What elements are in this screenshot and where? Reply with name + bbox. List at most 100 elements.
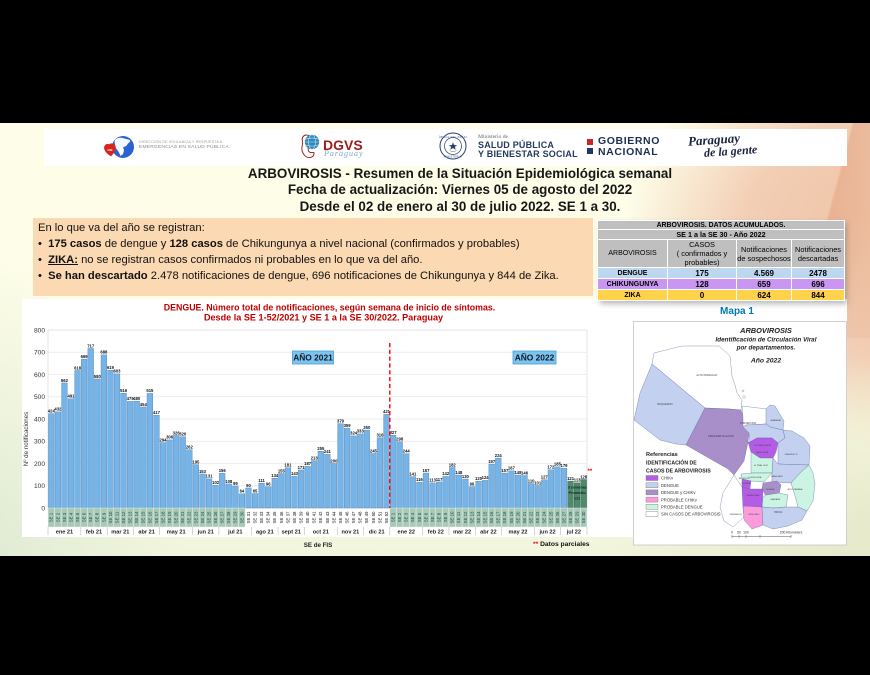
- svg-text:SE 7: SE 7: [430, 512, 435, 522]
- svg-text:CIE: CIE: [107, 148, 112, 152]
- svg-text:113: 113: [429, 478, 436, 483]
- svg-text:CORDILLERA: CORDILLERA: [749, 476, 762, 479]
- svg-text:SE 30: SE 30: [581, 511, 586, 524]
- svg-text:142: 142: [442, 471, 450, 476]
- svg-text:432: 432: [54, 407, 62, 412]
- svg-text:AMAMBAY: AMAMBAY: [771, 419, 782, 422]
- svg-text:324: 324: [350, 431, 358, 436]
- svg-text:SE 35: SE 35: [272, 511, 277, 524]
- svg-text:SE 17: SE 17: [154, 511, 159, 524]
- svg-text:SE 14: SE 14: [134, 511, 139, 524]
- svg-text:SE 4: SE 4: [68, 512, 73, 522]
- svg-text:454: 454: [140, 402, 148, 407]
- svg-text:379: 379: [337, 418, 345, 423]
- svg-text:128: 128: [580, 474, 588, 479]
- svg-text:90: 90: [246, 483, 251, 488]
- svg-text:SE de FIS: SE de FIS: [304, 542, 333, 549]
- svg-text:SE 51: SE 51: [377, 511, 382, 524]
- svg-text:SE 21: SE 21: [180, 511, 185, 524]
- svg-text:sept 21: sept 21: [282, 530, 301, 536]
- svg-text:jul 22: jul 22: [566, 530, 581, 536]
- svg-text:480: 480: [133, 396, 141, 401]
- svg-text:0: 0: [731, 531, 733, 535]
- svg-text:148: 148: [455, 470, 463, 475]
- svg-text:350: 350: [363, 425, 371, 430]
- svg-text:SE 2: SE 2: [397, 512, 402, 522]
- svg-text:SE 3: SE 3: [404, 512, 409, 522]
- svg-text:SE 46: SE 46: [344, 511, 349, 524]
- svg-text:nov 21: nov 21: [342, 530, 360, 536]
- svg-text:SE 8: SE 8: [437, 512, 442, 522]
- svg-text:ALTO PARANA: ALTO PARANA: [788, 488, 803, 491]
- svg-text:SE 29: SE 29: [233, 511, 238, 524]
- svg-text:327: 327: [390, 430, 398, 435]
- svg-text:99: 99: [233, 481, 238, 486]
- svg-text:421: 421: [383, 409, 391, 414]
- svg-text:Desde la SE 1-52/2021 y SE 1 a: Desde la SE 1-52/2021 y SE 1 a la SE 30/…: [204, 313, 444, 323]
- svg-text:172: 172: [547, 465, 555, 470]
- svg-text:244: 244: [403, 449, 411, 454]
- svg-text:113: 113: [574, 478, 581, 483]
- svg-text:167: 167: [508, 466, 516, 471]
- svg-text:A. PNAL NORTE: A. PNAL NORTE: [755, 444, 772, 447]
- svg-text:por departamentos.: por departamentos.: [736, 345, 796, 352]
- svg-text:SE 52: SE 52: [384, 511, 389, 524]
- svg-text:100: 100: [743, 531, 749, 535]
- svg-text:516: 516: [120, 388, 128, 393]
- svg-text:jun 22: jun 22: [538, 530, 555, 536]
- svg-text:245: 245: [370, 448, 378, 453]
- svg-text:SE 28: SE 28: [568, 511, 573, 524]
- svg-text:100: 100: [34, 483, 45, 490]
- svg-text:3 semanas: 3 semanas: [568, 486, 587, 490]
- svg-text:SE 30: SE 30: [239, 511, 244, 524]
- svg-text:SE 6: SE 6: [82, 512, 87, 522]
- svg-text:dic 21: dic 21: [369, 530, 385, 536]
- svg-text:141: 141: [409, 471, 417, 476]
- svg-text:187: 187: [304, 461, 312, 466]
- svg-text:SE 19: SE 19: [167, 511, 172, 524]
- svg-text:SE 28: SE 28: [226, 511, 231, 524]
- svg-text:116: 116: [416, 477, 423, 482]
- svg-text:ene 21: ene 21: [56, 530, 73, 536]
- svg-text:143: 143: [291, 471, 299, 476]
- svg-text:Año 2022: Año 2022: [750, 358, 781, 365]
- svg-text:ARBOVIROSIS: ARBOVIROSIS: [739, 326, 792, 335]
- svg-text:688: 688: [100, 350, 108, 355]
- svg-text:NEEMBUCU: NEEMBUCU: [730, 514, 743, 516]
- svg-text:298: 298: [396, 437, 404, 442]
- svg-text:SE 48: SE 48: [358, 511, 363, 524]
- svg-text:491: 491: [68, 394, 76, 399]
- svg-text:108: 108: [225, 479, 233, 484]
- svg-text:500: 500: [34, 394, 45, 401]
- svg-text:179: 179: [560, 463, 568, 468]
- svg-text:SE 25: SE 25: [206, 511, 211, 524]
- svg-text:156: 156: [219, 468, 227, 473]
- svg-text:SE 49: SE 49: [364, 511, 369, 524]
- svg-text:600: 600: [34, 372, 45, 379]
- svg-text:PRESIDENTE HAYES: PRESIDENTE HAYES: [708, 434, 734, 438]
- svg-text:479: 479: [127, 396, 135, 401]
- svg-text:SE 25: SE 25: [548, 511, 553, 524]
- svg-text:359: 359: [344, 423, 352, 428]
- svg-text:SE 26: SE 26: [555, 511, 560, 524]
- svg-text:SE 29: SE 29: [575, 511, 580, 524]
- svg-text:SE 45: SE 45: [338, 511, 343, 524]
- svg-text:200: 200: [34, 461, 45, 468]
- svg-text:MISIONES: MISIONES: [749, 514, 760, 516]
- svg-text:SE 23: SE 23: [535, 511, 540, 524]
- svg-text:SE 42: SE 42: [318, 511, 323, 524]
- svg-text:50: 50: [737, 531, 741, 535]
- svg-text:SE 9: SE 9: [443, 512, 448, 522]
- svg-text:134: 134: [271, 473, 279, 478]
- svg-text:111: 111: [258, 478, 265, 483]
- svg-text:ago 21: ago 21: [256, 530, 274, 536]
- svg-text:124: 124: [482, 475, 490, 480]
- svg-text:SE 1: SE 1: [49, 512, 54, 522]
- svg-text:SE 17: SE 17: [496, 511, 501, 524]
- svg-text:CAAGUAZU: CAAGUAZU: [771, 475, 784, 478]
- svg-text:Identificación de Circulación: Identificación de Circulación Viral: [716, 337, 817, 344]
- svg-text:130: 130: [462, 474, 470, 479]
- svg-text:SE 20: SE 20: [174, 511, 179, 524]
- svg-text:300: 300: [34, 439, 45, 446]
- svg-text:146: 146: [521, 470, 529, 475]
